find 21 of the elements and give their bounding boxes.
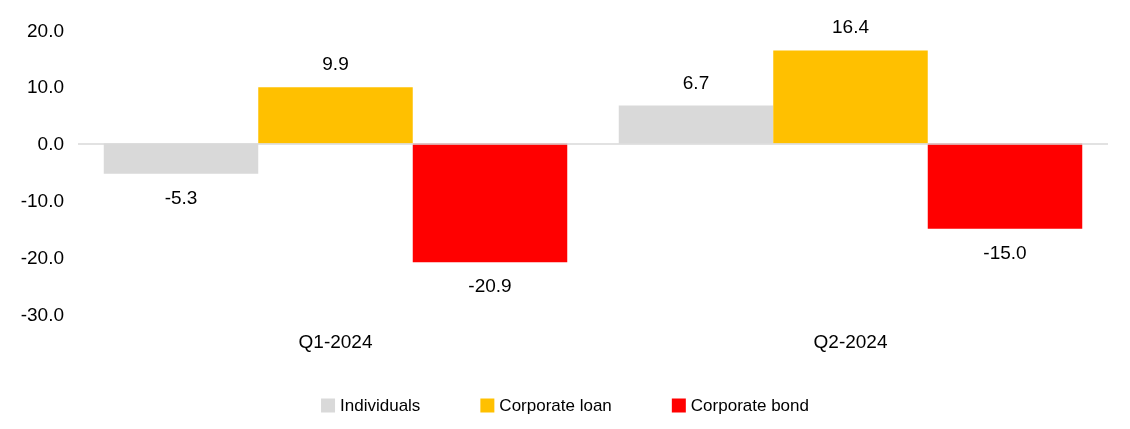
- y-tick-label: 20.0: [27, 19, 64, 41]
- data-label: -20.9: [468, 275, 512, 297]
- y-tick-label: -10.0: [20, 189, 64, 211]
- bar: [773, 50, 928, 144]
- y-tick-label: 10.0: [27, 76, 64, 98]
- legend-label: Individuals: [340, 396, 421, 415]
- data-label: 9.9: [322, 53, 349, 75]
- y-tick-label: -30.0: [20, 303, 64, 325]
- bar: [412, 143, 568, 263]
- y-tick-label: 0.0: [37, 133, 64, 155]
- x-tick-label: Q2-2024: [813, 331, 888, 352]
- data-label: -5.3: [164, 186, 198, 208]
- data-label: 6.7: [682, 71, 710, 93]
- legend-label: Corporate bond: [690, 396, 809, 415]
- data-label: -15.0: [983, 241, 1027, 263]
- bar: [927, 143, 1083, 229]
- data-label: 16.4: [832, 16, 870, 38]
- bar: [258, 87, 413, 144]
- legend-label: Corporate loan: [499, 396, 612, 415]
- y-tick-label: -20.0: [20, 246, 64, 268]
- x-tick-label: Q1-2024: [298, 331, 373, 352]
